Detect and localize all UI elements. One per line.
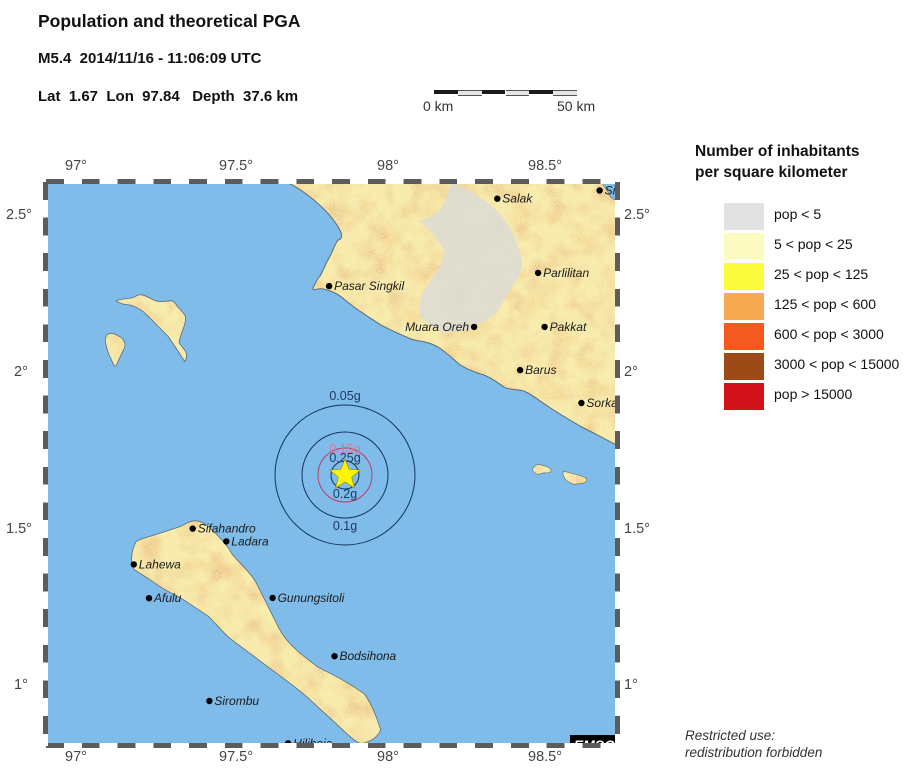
svg-text:Pakkat: Pakkat [550, 320, 587, 334]
svg-text:Hilihoja: Hilihoja [293, 736, 333, 746]
svg-text:Sorkan: Sorkan [586, 396, 618, 410]
svg-text:Pasar Singkil: Pasar Singkil [334, 279, 404, 293]
svg-text:Muara Oreh: Muara Oreh [405, 320, 469, 334]
svg-text:Sirombu: Sirombu [214, 694, 259, 708]
svg-text:Gunungsitoli: Gunungsitoli [278, 591, 345, 605]
svg-text:Ladara: Ladara [231, 534, 269, 548]
svg-text:Lahewa: Lahewa [139, 557, 181, 571]
svg-text:EMSC: EMSC [574, 737, 615, 746]
svg-text:Afulu: Afulu [153, 591, 182, 605]
svg-text:Parlilitan: Parlilitan [543, 266, 589, 280]
svg-text:Salak: Salak [502, 192, 533, 206]
svg-text:Barus: Barus [525, 363, 556, 377]
svg-text:0.2g: 0.2g [333, 487, 357, 501]
svg-text:0.05g: 0.05g [329, 389, 360, 403]
svg-text:Bodsihona: Bodsihona [340, 649, 397, 663]
svg-text:Sih: Sih [605, 184, 618, 198]
svg-text:0.1g: 0.1g [333, 519, 357, 533]
